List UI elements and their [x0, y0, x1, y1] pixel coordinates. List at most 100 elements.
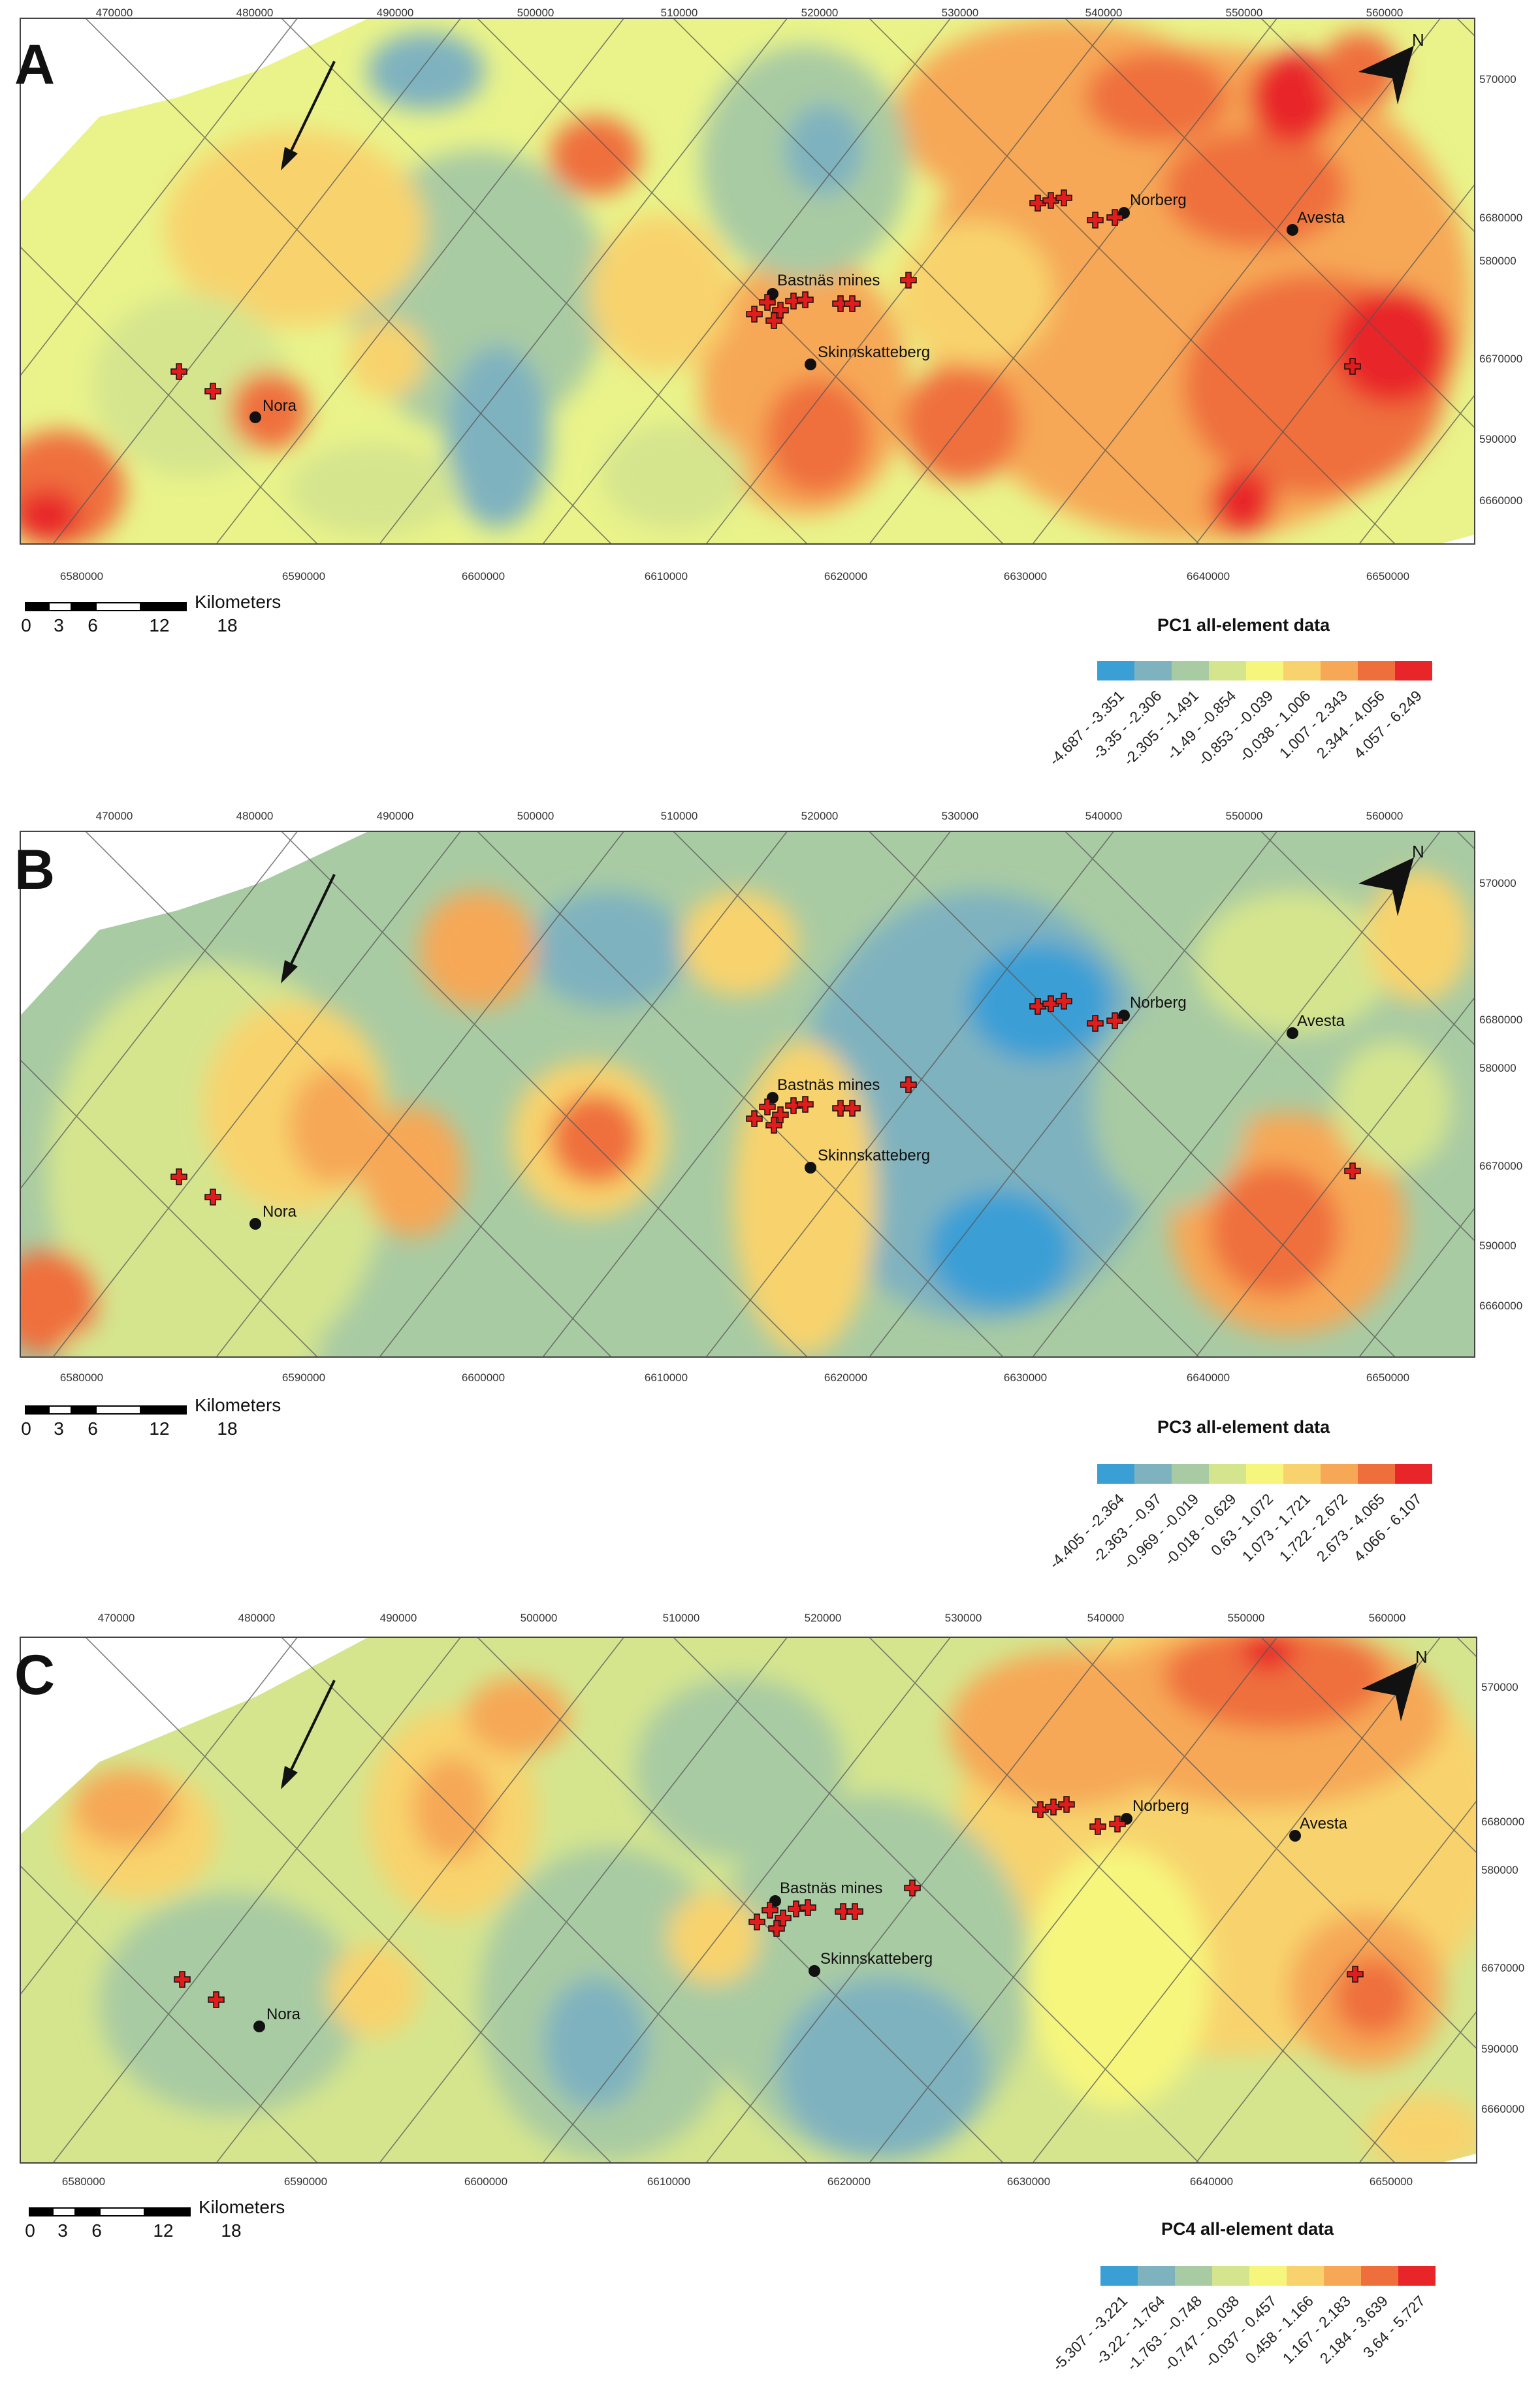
legend-swatch [1100, 2266, 1138, 2286]
right-tick: 6660000 [1481, 2103, 1525, 2115]
bottom-tick: 6580000 [59, 1371, 104, 1384]
scale-label: 18 [217, 1418, 238, 1439]
legend-swatch [1212, 2266, 1249, 2286]
nora-label: Nora [263, 397, 297, 415]
right-tick: 6680000 [1479, 1014, 1523, 1026]
north-arrow-icon: N [1358, 842, 1424, 916]
scale-label: 18 [221, 2220, 242, 2241]
legend-swatch [1172, 661, 1209, 680]
legend-swatch [1398, 2266, 1436, 2286]
mine-icon [832, 1100, 849, 1117]
norberg-label: Norberg [1132, 1797, 1189, 1815]
bottom-tick: 6620000 [824, 1371, 868, 1384]
mine-icon [1042, 995, 1059, 1012]
mine-icon [759, 1098, 776, 1115]
skinnskatteberg-label: Skinnskatteberg [818, 1147, 931, 1164]
nora-label: Nora [263, 1203, 297, 1221]
scale-label: 12 [149, 615, 170, 635]
panel-a: A N 470000 480000 490000 500000 510000 5… [0, 0, 1540, 802]
legend-title: PC1 all-element data [1157, 615, 1330, 635]
legend-swatch [1175, 2266, 1212, 2286]
mine-icon [170, 363, 187, 380]
scale-label: 18 [217, 615, 238, 635]
mine-icon [772, 1106, 789, 1123]
legend-swatch [1172, 1464, 1209, 1484]
mine-icon [1089, 1818, 1106, 1835]
mine-icon [1029, 195, 1046, 212]
bottom-tick: 6640000 [1186, 570, 1230, 583]
bottom-tick: 6590000 [281, 570, 326, 583]
nora-label: Nora [266, 2006, 301, 2023]
skinnskatteberg-label: Skinnskatteberg [818, 344, 931, 361]
mine-icon [797, 1096, 814, 1113]
bottom-tick: 6590000 [283, 2175, 328, 2188]
bottom-tick: 6580000 [59, 570, 104, 583]
scale-unit: Kilometers [199, 2197, 285, 2217]
mine-icon [785, 293, 802, 310]
scale-bar [25, 602, 188, 611]
north-arrow-icon: N [1362, 1647, 1428, 1721]
mine-icon [1055, 993, 1072, 1010]
legend-title: PC3 all-element data [1157, 1417, 1330, 1437]
legend-swatch [1134, 661, 1172, 680]
right-tick: 6670000 [1481, 1962, 1525, 1974]
mine-icon [1032, 1801, 1049, 1818]
mine-icon [1058, 1796, 1075, 1813]
avesta-label: Avesta [1300, 1815, 1347, 1832]
legend-swatch [1209, 1464, 1246, 1484]
nora-marker [253, 2021, 265, 2032]
mine-icon [208, 1991, 225, 2008]
mine-icon [765, 1117, 782, 1134]
legend-swatch [1097, 1464, 1134, 1484]
top-tick: 480000 [236, 810, 274, 822]
mine-icon [1106, 209, 1123, 226]
nora-marker [249, 411, 261, 423]
right-tick: 6660000 [1479, 494, 1523, 507]
bottom-tick: 6640000 [1189, 2175, 1234, 2188]
mine-icon [768, 1920, 785, 1937]
legend-swatch [1361, 2266, 1398, 2286]
bottom-tick: 6650000 [1369, 2175, 1413, 2188]
right-tick: 570000 [1481, 1681, 1518, 1693]
skinnskatteberg-marker [805, 359, 816, 370]
mine-icon [170, 1168, 187, 1185]
panel-b: B N 470000 480000 490000 500000 510000 5… [0, 802, 1540, 1604]
north-label: N [1412, 30, 1424, 50]
top-tick: 500000 [517, 810, 554, 822]
bastnas-label: Bastnäs mines [777, 1076, 880, 1094]
legend-swatch [1209, 661, 1246, 680]
mine-icon [799, 1899, 816, 1916]
avesta-marker [1287, 1027, 1298, 1039]
avesta-marker [1289, 1830, 1301, 1842]
mine-icon [759, 294, 776, 311]
pc3-map [20, 831, 1475, 1358]
mine-icon [900, 272, 917, 289]
right-tick: 590000 [1479, 433, 1516, 445]
right-tick: 6670000 [1479, 353, 1523, 365]
top-tick: 490000 [376, 810, 414, 822]
right-tick: 590000 [1479, 1240, 1516, 1252]
mine-icon [797, 291, 814, 308]
pc4-map [20, 1637, 1477, 2164]
mine-icon [762, 1902, 778, 1919]
bottom-tick: 6630000 [1003, 570, 1048, 583]
mine-icon [788, 1900, 805, 1917]
top-tick: 560000 [1366, 810, 1404, 822]
scale-label: 3 [57, 2220, 68, 2241]
scale-label: 6 [91, 2220, 102, 2241]
bottom-tick: 6580000 [61, 2175, 106, 2188]
right-tick: 6680000 [1481, 1816, 1525, 1828]
bottom-tick: 6610000 [644, 1371, 688, 1384]
scale-label: 6 [88, 1418, 98, 1439]
right-tick: 6670000 [1479, 1160, 1523, 1172]
legend-swatch [1283, 661, 1321, 680]
scale-label: 3 [54, 1418, 64, 1439]
right-tick: 580000 [1479, 1062, 1516, 1074]
mine-icon [1347, 1966, 1364, 1983]
avesta-label: Avesta [1297, 209, 1345, 227]
panel-c: C N 470000 480000 490000 500000 510000 5… [0, 1604, 1540, 2400]
legend-swatch [1138, 2266, 1175, 2286]
scale-bar [25, 1405, 188, 1415]
pc3-raster [21, 832, 1474, 1356]
mine-icon [832, 295, 849, 312]
